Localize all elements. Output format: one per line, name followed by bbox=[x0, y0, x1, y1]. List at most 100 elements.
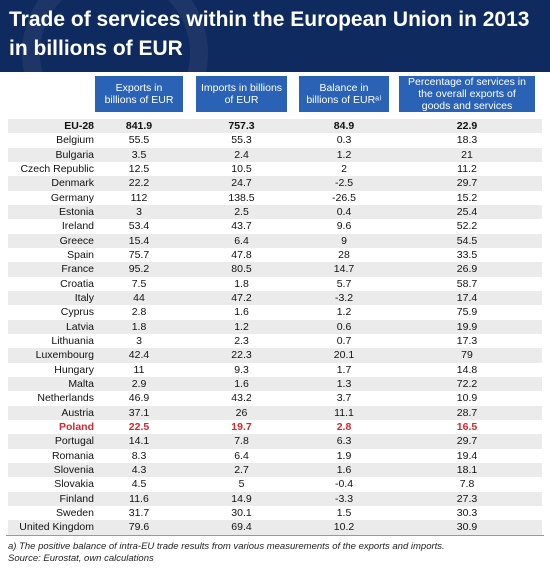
percentage-cell: 18.3 bbox=[456, 134, 478, 147]
balance-cell: 1.5 bbox=[336, 506, 352, 519]
country-cell: Lithuania bbox=[51, 334, 94, 347]
table-row: Greece 15.4 6.4 9 54.5 bbox=[8, 233, 542, 248]
exports-cell: 3.5 bbox=[131, 148, 147, 161]
balance-cell: 5.7 bbox=[336, 277, 352, 290]
percentage-cell: 27.3 bbox=[456, 492, 478, 505]
exports-cell: 1.8 bbox=[131, 320, 147, 333]
balance-cell: 84.9 bbox=[333, 120, 355, 132]
imports-cell: 30.1 bbox=[231, 506, 252, 519]
percentage-cell: 17.3 bbox=[456, 334, 478, 347]
percentage-cell: 25.4 bbox=[456, 205, 478, 218]
balance-cell: 1.2 bbox=[336, 306, 352, 319]
country-cell: Romania bbox=[51, 449, 94, 462]
imports-cell: 19.7 bbox=[231, 420, 252, 433]
balance-cell: 6.3 bbox=[336, 435, 352, 448]
exports-cell: 46.9 bbox=[128, 392, 150, 405]
country-cell: EU-28 bbox=[64, 120, 94, 132]
imports-cell: 6.4 bbox=[234, 234, 249, 247]
country-cell: Estonia bbox=[58, 205, 94, 218]
exports-cell: 53.4 bbox=[128, 220, 150, 233]
exports-cell: 2.9 bbox=[131, 377, 147, 390]
table-row: Germany 112 138.5 -26.5 15.2 bbox=[8, 191, 542, 205]
country-cell: Hungary bbox=[54, 363, 94, 376]
exports-cell: 7.5 bbox=[131, 277, 147, 290]
balance-cell: 9 bbox=[341, 234, 347, 247]
exports-cell: 75.7 bbox=[128, 248, 150, 261]
balance-cell: 3.7 bbox=[336, 392, 352, 405]
table-row: Latvia 1.8 1.2 0.6 19.9 bbox=[8, 319, 542, 334]
country-cell: Netherlands bbox=[37, 392, 94, 405]
table-row: Netherlands 46.9 43.2 3.7 10.9 bbox=[8, 391, 542, 405]
table-row: Cyprus 2.8 1.6 1.2 75.9 bbox=[8, 305, 542, 319]
exports-cell: 55.5 bbox=[128, 134, 150, 147]
percentage-cell: 33.5 bbox=[456, 248, 478, 261]
balance-cell: 0.6 bbox=[336, 320, 352, 333]
table-row-total: EU-28 841.9 757.3 84.9 22.9 bbox=[8, 119, 542, 134]
exports-cell: 79.6 bbox=[128, 521, 150, 534]
table-row: Italy 44 47.2 -3.2 17.4 bbox=[8, 290, 542, 306]
table-row: Malta 2.9 1.6 1.3 72.2 bbox=[8, 376, 542, 392]
balance-cell: 0.4 bbox=[336, 205, 352, 218]
imports-cell: 1.8 bbox=[234, 277, 249, 290]
title-banner: Trade of services within the European Un… bbox=[0, 0, 550, 72]
imports-cell: 43.2 bbox=[231, 392, 252, 405]
table-row: Spain 75.7 47.8 28 33.5 bbox=[8, 248, 542, 262]
balance-cell: 1.9 bbox=[336, 449, 352, 462]
imports-cell: 24.7 bbox=[231, 177, 252, 190]
country-cell: Bulgaria bbox=[55, 148, 94, 161]
country-cell: Malta bbox=[68, 377, 94, 390]
exports-cell: 42.4 bbox=[128, 349, 150, 362]
imports-cell: 2.3 bbox=[234, 334, 249, 347]
exports-cell: 2.8 bbox=[131, 306, 147, 319]
column-header-exports: Exports in billions of EUR bbox=[95, 76, 183, 112]
percentage-cell: 10.9 bbox=[456, 392, 478, 405]
percentage-cell: 14.8 bbox=[456, 363, 478, 376]
country-cell: Sweden bbox=[56, 506, 94, 519]
imports-cell: 5 bbox=[238, 478, 245, 491]
table-row: Austria 37.1 26 11.1 28.7 bbox=[8, 405, 542, 420]
percentage-cell: 18.1 bbox=[456, 463, 478, 476]
imports-cell: 69.4 bbox=[231, 521, 252, 534]
country-cell: Cyprus bbox=[60, 306, 94, 319]
table-row: Portugal 14.1 7.8 6.3 29.7 bbox=[8, 434, 542, 449]
percentage-cell: 7.8 bbox=[459, 478, 475, 491]
percentage-cell: 16.5 bbox=[456, 420, 478, 433]
imports-cell: 80.5 bbox=[231, 263, 252, 276]
table-row: Estonia 3 2.5 0.4 25.4 bbox=[8, 204, 542, 220]
table-row: United Kingdom 79.6 69.4 10.2 30.9 bbox=[8, 520, 542, 535]
country-cell: Austria bbox=[61, 406, 94, 419]
balance-cell: 1.6 bbox=[336, 463, 352, 476]
imports-cell: 47.8 bbox=[231, 248, 252, 261]
table-row: Luxembourg 42.4 22.3 20.1 79 bbox=[8, 348, 542, 363]
exports-cell: 37.1 bbox=[128, 406, 150, 419]
country-cell: Spain bbox=[67, 248, 94, 261]
percentage-cell: 79 bbox=[461, 349, 473, 362]
percentage-cell: 11.2 bbox=[457, 162, 477, 175]
country-cell: Slovenia bbox=[53, 463, 94, 476]
percentage-cell: 29.7 bbox=[456, 435, 478, 448]
footnote: a) The positive balance of intra-EU trad… bbox=[8, 541, 445, 552]
imports-cell: 2.4 bbox=[234, 148, 249, 161]
percentage-cell: 17.4 bbox=[456, 291, 478, 304]
country-cell: Ireland bbox=[61, 220, 94, 233]
percentage-cell: 26.9 bbox=[456, 263, 478, 276]
country-cell: Croatia bbox=[60, 277, 94, 290]
exports-cell: 44 bbox=[133, 291, 145, 304]
percentage-cell: 30.3 bbox=[456, 506, 478, 519]
country-cell: Denmark bbox=[51, 177, 94, 190]
percentage-cell: 19.4 bbox=[456, 449, 478, 462]
balance-cell: 1.7 bbox=[336, 363, 352, 376]
imports-cell: 2.5 bbox=[234, 205, 249, 218]
balance-cell: 1.3 bbox=[336, 377, 352, 390]
table-row: Belgium 55.5 55.3 0.3 18.3 bbox=[8, 133, 542, 147]
imports-cell: 1.6 bbox=[234, 377, 249, 390]
table-row: Romania 8.3 6.4 1.9 19.4 bbox=[8, 449, 542, 463]
balance-cell: -2.5 bbox=[334, 177, 354, 190]
percentage-cell: 54.5 bbox=[456, 234, 478, 247]
imports-cell: 7.8 bbox=[234, 435, 249, 448]
country-cell: United Kingdom bbox=[19, 521, 94, 534]
source-note: Source: Eurostat, own calculations bbox=[8, 553, 154, 564]
percentage-cell: 72.2 bbox=[456, 377, 478, 390]
country-cell: Germany bbox=[50, 191, 94, 204]
imports-cell: 2.7 bbox=[234, 463, 249, 476]
